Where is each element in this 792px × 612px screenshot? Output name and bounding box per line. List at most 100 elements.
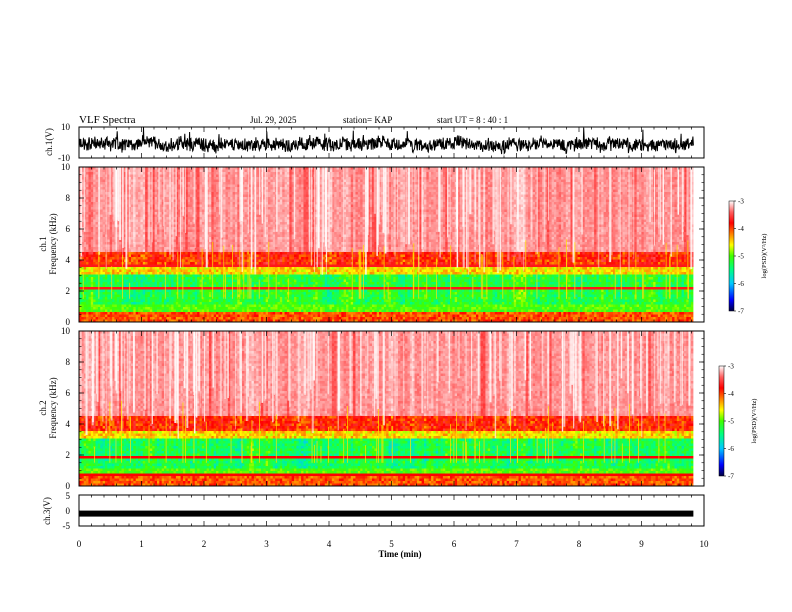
- spectrogram-cell: [227, 314, 231, 318]
- spectrogram-cell: [126, 264, 129, 268]
- spectrogram-cell: [145, 242, 148, 245]
- spectrogram-cell: [100, 287, 103, 290]
- spectrogram-cell: [194, 222, 198, 225]
- spectrogram-cell: [140, 292, 144, 295]
- spectrogram-cell: [107, 212, 111, 215]
- spectrogram-cell: [175, 169, 179, 173]
- spectrogram-cell: [249, 232, 252, 235]
- spectrogram-cell: [166, 267, 170, 270]
- spectrogram-cell: [234, 294, 238, 298]
- spectrogram-cell: [154, 302, 158, 305]
- spectrogram-cell: [197, 302, 200, 305]
- spectrogram-cell: [102, 209, 106, 213]
- spectrogram-cell: [211, 222, 214, 225]
- spectrogram-cell: [154, 207, 158, 210]
- spectrogram-cell: [142, 257, 146, 260]
- spectrogram-cell: [258, 274, 262, 278]
- spectrogram-cell: [185, 279, 188, 283]
- spectrogram-cell: [194, 272, 198, 275]
- spectrogram-cell: [258, 314, 262, 318]
- spectrogram-cell: [135, 237, 139, 240]
- spectrogram-cell: [90, 317, 94, 320]
- spectrogram-cell: [138, 262, 141, 265]
- spectrogram-cell: [194, 237, 198, 240]
- spectrogram-cell: [119, 272, 122, 275]
- spectrogram-cell: [237, 169, 240, 173]
- spectrogram-cell: [123, 202, 127, 205]
- spectrogram-cell: [260, 257, 264, 260]
- spectrogram-cell: [156, 219, 160, 223]
- spectrogram-cell: [182, 192, 186, 195]
- spectrogram-cell: [130, 287, 134, 290]
- spectrogram-cell: [135, 277, 139, 280]
- spectrogram-cell: [119, 294, 122, 298]
- spectrogram-cell: [95, 189, 99, 193]
- spectrogram-cell: [244, 222, 248, 225]
- spectrogram-cell: [90, 204, 94, 208]
- spectrogram-cell: [178, 234, 181, 238]
- spectrogram-cell: [175, 304, 179, 308]
- spectrogram-cell: [171, 262, 174, 265]
- spectrogram-cell: [109, 252, 113, 255]
- spectrogram-cell: [128, 239, 132, 243]
- spectrogram-cell: [152, 177, 155, 180]
- spectrogram-cell: [251, 177, 255, 180]
- spectrogram-cell: [90, 217, 94, 220]
- spectrogram-cell: [213, 309, 217, 313]
- spectrogram-cell: [133, 314, 137, 318]
- spectrogram-cell: [239, 314, 243, 318]
- spectrogram-cell: [112, 184, 115, 188]
- spectrogram-cell: [213, 242, 217, 245]
- spectrogram-cell: [164, 252, 167, 255]
- spectrogram-cell: [142, 194, 146, 198]
- spectrogram-cell: [246, 232, 250, 235]
- spectrogram-cell: [161, 319, 165, 323]
- spectrogram-cell: [114, 294, 118, 298]
- spectrogram-cell: [178, 187, 181, 190]
- spectrogram-cell: [223, 212, 226, 215]
- spectrogram-cell: [178, 179, 181, 183]
- spectrogram-cell: [218, 287, 222, 290]
- spectrogram-cell: [102, 244, 106, 248]
- spectrogram-cell: [232, 292, 236, 295]
- spectrogram-cell: [142, 182, 146, 185]
- spectrogram-cell: [128, 267, 132, 270]
- spectrogram-cell: [211, 302, 214, 305]
- spectrogram-cell: [100, 167, 103, 170]
- spectrogram-cell: [232, 304, 236, 308]
- spectrogram-cell: [201, 252, 205, 255]
- spectrogram-cell: [86, 192, 89, 195]
- spectrogram-cell: [116, 269, 120, 273]
- spectrogram-cell: [175, 202, 179, 205]
- spectrogram-cell: [251, 264, 255, 268]
- spectrogram-cell: [95, 214, 99, 218]
- spectrogram-cell: [128, 217, 132, 220]
- spectrogram-cell: [166, 197, 170, 200]
- spectrogram-cell: [140, 209, 144, 213]
- spectrogram-cell: [86, 222, 89, 225]
- spectrogram-cell: [107, 224, 111, 228]
- spectrogram-cell: [166, 209, 170, 213]
- spectrogram-cell: [173, 217, 177, 220]
- spectrogram-cell: [239, 292, 243, 295]
- spectrogram-cell: [216, 184, 219, 188]
- spectrogram-cell: [112, 192, 115, 195]
- spectrogram-cell: [182, 272, 186, 275]
- spectrogram-cell: [182, 169, 186, 173]
- spectrogram-cell: [147, 259, 151, 263]
- spectrogram-cell: [133, 237, 137, 240]
- spectrogram-cell: [93, 192, 96, 195]
- spectrogram-cell: [102, 229, 106, 233]
- spectrogram-cell: [208, 187, 212, 190]
- spectrogram-cell: [79, 247, 82, 250]
- spectrogram-cell: [208, 209, 212, 213]
- spectrogram-cell: [182, 299, 186, 303]
- spectrogram-cell: [156, 177, 160, 180]
- spectrogram-cell: [95, 269, 99, 273]
- spectrogram-cell: [145, 252, 148, 255]
- spectrogram-cell: [95, 207, 99, 210]
- spectrogram-cell: [102, 292, 106, 295]
- spectrogram-cell: [159, 264, 162, 268]
- spectrogram-cell: [93, 237, 96, 240]
- spectrogram-cell: [168, 254, 172, 258]
